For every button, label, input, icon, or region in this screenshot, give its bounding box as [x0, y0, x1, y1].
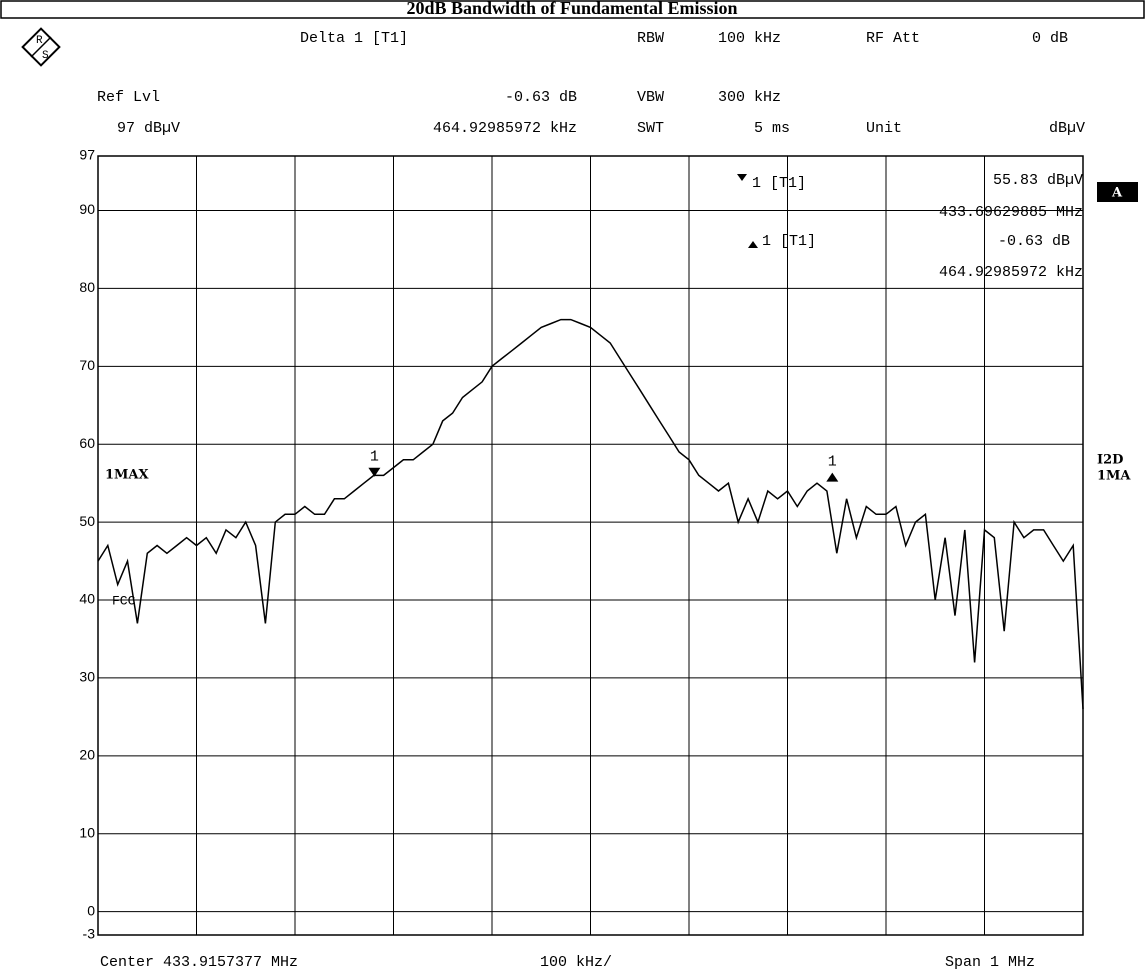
marker-label: 1 — [370, 449, 379, 466]
swt: 5 ms — [754, 120, 790, 137]
marker — [826, 472, 839, 482]
rbw: 100 kHz — [718, 30, 781, 47]
marker-label: 1 — [828, 454, 837, 471]
plot — [97, 155, 1084, 936]
center-freq: Center 433.9157377 MHz — [100, 954, 298, 971]
ref-lvl: 97 dBµV — [117, 120, 180, 137]
delta-level: -0.63 dB — [505, 89, 577, 106]
vbw-label: VBW — [637, 89, 664, 106]
delta1-freq: 464.92985972 kHz — [939, 264, 1083, 281]
y-tick-label: 50 — [79, 513, 95, 529]
rf-att: 0 dB — [1032, 30, 1068, 47]
y-tick-label: 20 — [79, 747, 95, 763]
unit: dBµV — [1049, 120, 1085, 137]
unit-label: Unit — [866, 120, 902, 137]
y-tick-label: 90 — [79, 201, 95, 217]
y-tick-label: 30 — [79, 669, 95, 685]
y-tick-label: 97 — [79, 147, 95, 163]
limit-label: FCC — [112, 593, 136, 608]
y-tick-label: 0 — [87, 902, 95, 918]
delta1-label: 1 [T1] — [762, 233, 816, 250]
y-tick-label: 70 — [79, 357, 95, 373]
swt-label: SWT — [637, 120, 664, 137]
logo-letter: S — [42, 50, 49, 62]
trace-mode: 1MAX — [105, 468, 150, 483]
marker — [368, 467, 381, 477]
rbw-label: RBW — [637, 30, 664, 47]
ref-lvl-label: Ref Lvl — [97, 89, 160, 106]
delta-icon — [748, 241, 758, 248]
chart-title: 20dB Bandwidth of Fundamental Emission — [406, 0, 737, 18]
y-tick-label: 10 — [79, 824, 95, 840]
screen-badge — [1097, 182, 1138, 202]
rf-att-label: RF Att — [866, 30, 920, 47]
delta-freq: 464.92985972 kHz — [433, 120, 577, 137]
y-tick-label: 60 — [79, 435, 95, 451]
side-label: 1MA — [1097, 469, 1131, 484]
per-div: 100 kHz/ — [540, 954, 612, 971]
marker-icon — [737, 174, 747, 181]
logo: R S — [21, 27, 61, 67]
title-box — [0, 0, 1145, 19]
trace — [97, 318, 1084, 710]
marker1-label: 1 [T1] — [752, 175, 806, 192]
logo-letter: R — [36, 35, 43, 47]
delta-label: Delta 1 [T1] — [300, 30, 408, 47]
y-tick-label: 40 — [79, 591, 95, 607]
y-tick-label: -3 — [83, 926, 96, 942]
vbw: 300 kHz — [718, 89, 781, 106]
marker1-level: 55.83 dBµV — [993, 172, 1083, 189]
y-tick-label: 80 — [79, 279, 95, 295]
delta1-level: -0.63 dB — [998, 233, 1070, 250]
side-label: I2D — [1097, 453, 1123, 468]
marker1-freq: 433.69629885 MHz — [939, 204, 1083, 221]
screen-label: A — [1111, 186, 1123, 201]
span: Span 1 MHz — [945, 954, 1035, 971]
